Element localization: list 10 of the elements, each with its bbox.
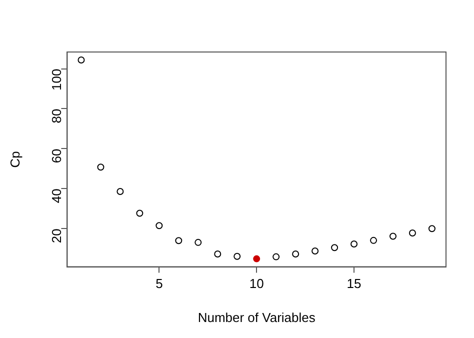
x-axis-title: Number of Variables — [198, 310, 316, 325]
x-tick-label: 5 — [156, 276, 163, 292]
y-tick-label: 100 — [48, 68, 64, 90]
x-tick-label: 10 — [249, 276, 264, 292]
x-tick-label: 15 — [346, 276, 362, 292]
y-tick-label: 40 — [48, 188, 64, 204]
y-tick-label: 80 — [48, 108, 64, 124]
y-tick-label: 60 — [48, 148, 64, 164]
y-axis-title: Cp — [7, 151, 22, 168]
y-tick-label: 20 — [48, 228, 64, 244]
